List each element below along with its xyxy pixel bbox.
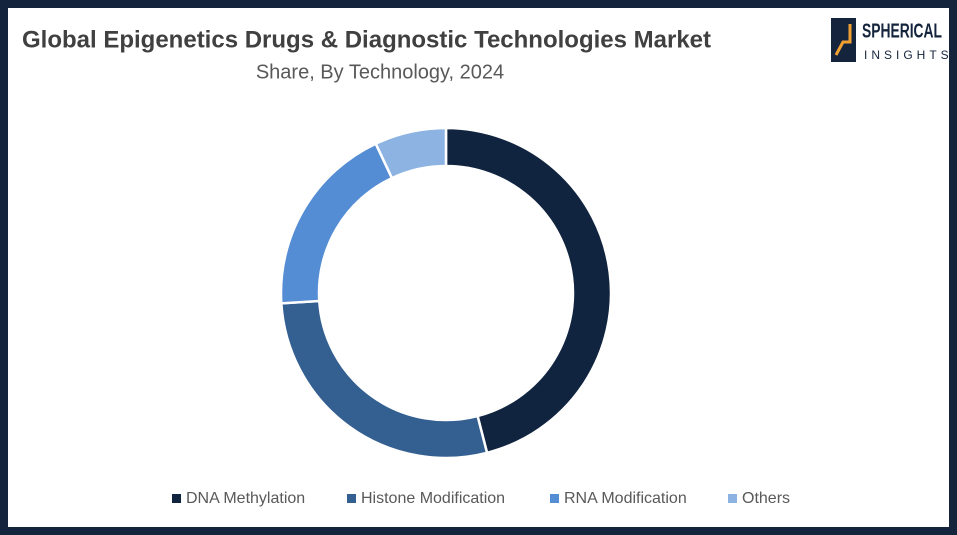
logo-accent — [834, 24, 852, 56]
logo-text: SPHERICAL — [862, 20, 942, 42]
logo: SPHERICAL INSIGHTS — [831, 18, 953, 62]
donut-slice — [444, 126, 613, 455]
logo-icon — [831, 18, 856, 62]
legend-swatch — [347, 494, 356, 503]
donut-slice — [374, 126, 448, 180]
logo-text: INSIGHTS — [864, 48, 953, 62]
legend-swatch — [728, 494, 737, 503]
legend-label: Histone Modification — [361, 490, 505, 507]
chart-subtitle: Share, By Technology, 2024 — [256, 61, 504, 83]
legend-swatch — [550, 494, 559, 503]
legend-label: Others — [742, 490, 790, 507]
legend-swatch — [172, 494, 181, 503]
legend-label: RNA Modification — [564, 490, 687, 507]
chart-title: Global Epigenetics Drugs & Diagnostic Te… — [22, 26, 711, 53]
legend-label: DNA Methylation — [186, 490, 305, 507]
